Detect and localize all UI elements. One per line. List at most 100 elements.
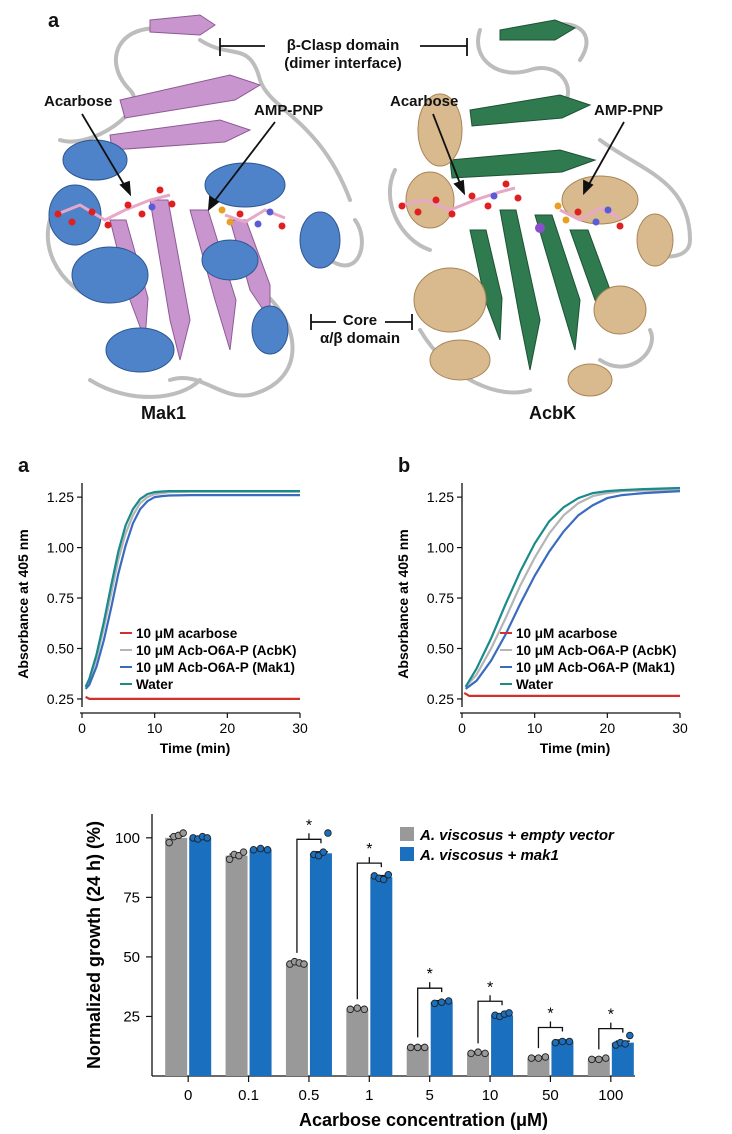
data-point [249, 845, 258, 854]
acbk-structure [388, 19, 693, 397]
significance-star: * [487, 979, 493, 996]
legend-swatch [400, 847, 414, 861]
data-point [239, 848, 248, 856]
legend-label: 10 μM Acb-O6A-P (AcbK) [136, 643, 297, 658]
chart-b-panel-letter: b [398, 455, 411, 477]
acbk-helices [405, 93, 674, 397]
x-tick-label: 5 [426, 1087, 434, 1104]
acbk-ligands [398, 180, 624, 233]
bar-mak1 [551, 1041, 574, 1076]
bar-mak1 [249, 849, 272, 1076]
y-tick-label: 0.75 [47, 590, 74, 606]
mak1-structure [45, 14, 364, 399]
data-point [621, 1040, 629, 1048]
y-tick-label: 0.25 [427, 691, 454, 707]
significance-bracket [417, 987, 443, 1038]
data-point [379, 875, 388, 884]
data-point [360, 1005, 369, 1014]
series-line-1 [85, 695, 300, 700]
data-point [527, 1054, 536, 1062]
legend-label: A. viscosus + mak1 [419, 847, 559, 864]
bar-mak1 [611, 1042, 634, 1076]
series-line-3 [84, 494, 300, 690]
mak1-acarbose-label: Acarbose [44, 93, 113, 110]
series-line-1 [463, 691, 680, 697]
protein-structures-figure [45, 14, 693, 399]
data-point [420, 1043, 429, 1052]
data-point [324, 829, 332, 837]
mak1-amp-pnp-label: AMP-PNP [254, 102, 324, 119]
significance-star: * [366, 841, 372, 858]
x-tick-label: 10 [527, 720, 543, 736]
bar-mak1 [491, 1015, 514, 1076]
x-tick-label: 0 [78, 720, 86, 736]
data-point [534, 1054, 543, 1062]
legend-label: 10 μM Acb-O6A-P (AcbK) [516, 643, 677, 658]
bar-empty-vector [406, 1047, 429, 1076]
significance-bracket [598, 1028, 624, 1050]
x-tick-label: 0.1 [238, 1087, 259, 1104]
data-point [179, 829, 187, 837]
data-point [300, 960, 308, 968]
annotation-arrows [81, 113, 625, 211]
data-point [346, 1005, 355, 1014]
bar-empty-vector [587, 1059, 610, 1076]
y-tick-label: 0.25 [47, 691, 74, 707]
series-line-3 [464, 490, 681, 690]
y-tick-label: 50 [123, 949, 140, 966]
data-point [319, 848, 328, 856]
bar-mak1 [430, 1002, 453, 1076]
data-point [588, 1055, 596, 1064]
clasp-bracket-right [420, 38, 468, 56]
figure-top-panel-letter: a [48, 10, 60, 32]
core-bracket-left [310, 314, 336, 330]
y-axis-title: Absorbance at 405 nm [395, 529, 411, 678]
data-point [203, 834, 211, 842]
bar-empty-vector [225, 855, 248, 1076]
y-tick-label: 0.50 [427, 640, 454, 656]
data-point [413, 1043, 422, 1052]
data-point [551, 1038, 560, 1047]
data-point [558, 1037, 567, 1046]
significance-bracket [537, 1026, 564, 1049]
legend-label: 10 μM Acb-O6A-P (Mak1) [516, 660, 675, 675]
x-axis-title: Acarbose concentration (μM) [299, 1110, 548, 1130]
x-tick-label: 10 [482, 1087, 499, 1104]
data-point [474, 1048, 482, 1056]
core-domain-label-line1: Core [342, 312, 378, 329]
x-tick-label: 10 [147, 720, 163, 736]
y-tick-label: 1.00 [47, 540, 74, 556]
data-point [384, 870, 393, 879]
bar-empty-vector [467, 1053, 490, 1076]
clasp-domain-label-line2: (dimer interface) [284, 55, 402, 72]
legend-label: Water [516, 677, 554, 692]
data-point [602, 1054, 610, 1062]
bar-mak1 [370, 877, 393, 1076]
series-line-4 [84, 490, 300, 688]
data-point [481, 1049, 489, 1058]
data-point [430, 999, 439, 1008]
mak1-ligands [54, 186, 286, 230]
x-tick-label: 0 [184, 1087, 192, 1104]
core-bracket-right [385, 314, 413, 330]
chart-a-panel-letter: a [18, 455, 30, 477]
legend-swatch [400, 827, 414, 841]
acbk-acarbose-label: Acarbose [390, 93, 459, 110]
y-tick-label: 100 [115, 830, 140, 847]
data-point [225, 855, 234, 864]
data-point [263, 845, 272, 854]
bar-empty-vector [346, 1009, 369, 1076]
legend-label: Water [136, 677, 174, 692]
clasp-bracket-left [219, 38, 265, 56]
significance-star: * [547, 1005, 553, 1022]
bar-empty-vector [527, 1058, 550, 1076]
x-axis-title: Time (min) [540, 740, 611, 756]
x-tick-label: 20 [220, 720, 236, 736]
data-point [444, 997, 453, 1005]
y-tick-label: 75 [123, 889, 140, 906]
x-tick-label: 1 [365, 1087, 373, 1104]
acbk-name-label: AcbK [529, 403, 577, 423]
significance-bracket [356, 862, 382, 1000]
y-tick-label: 25 [123, 1008, 140, 1025]
